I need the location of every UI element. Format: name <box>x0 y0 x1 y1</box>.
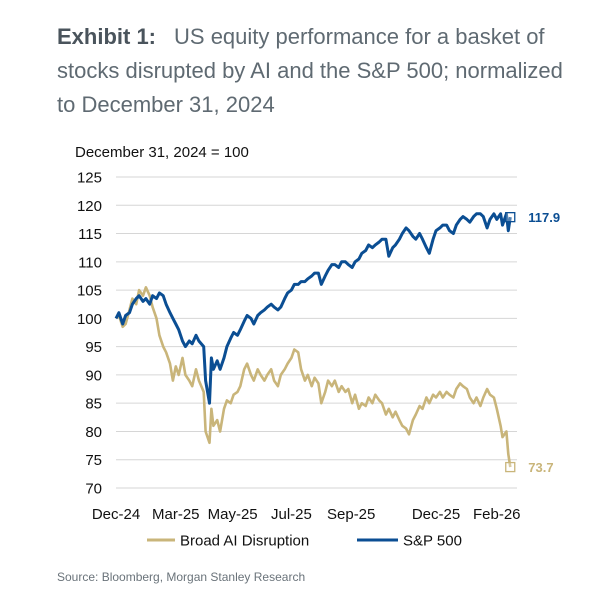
y-tick-label: 105 <box>77 283 102 300</box>
end-marker <box>505 211 516 223</box>
y-tick-label: 80 <box>85 424 102 441</box>
legend-label: Broad AI Disruption <box>180 533 309 550</box>
y-tick-label: 120 <box>77 198 102 215</box>
y-axis-label: December 31, 2024 = 100 <box>75 144 249 161</box>
y-tick-label: 85 <box>85 396 102 413</box>
exhibit-number: Exhibit 1: <box>57 24 157 49</box>
y-tick-label: 90 <box>85 367 102 384</box>
x-tick-label: Sep-25 <box>327 506 375 523</box>
series-line <box>114 212 512 405</box>
legend-label: S&P 500 <box>403 533 462 550</box>
y-tick-label: 110 <box>78 254 102 271</box>
y-tick-label: 125 <box>77 170 102 187</box>
x-tick-label: Dec-24 <box>92 506 140 523</box>
x-tick-label: Jul-25 <box>271 506 312 523</box>
x-tick-label: Dec-25 <box>412 506 460 523</box>
y-tick-label: 75 <box>85 452 102 469</box>
series-line <box>115 286 512 468</box>
x-tick-label: Mar-25 <box>152 506 200 523</box>
y-tick-label: 95 <box>85 339 102 356</box>
source-note: Source: Bloomberg, Morgan Stanley Resear… <box>57 570 306 584</box>
x-tick-label: Feb-26 <box>473 506 521 523</box>
end-marker <box>505 461 516 473</box>
exhibit-title: Exhibit 1: US equity performance for a ba… <box>57 20 577 122</box>
end-value-label: 73.7 <box>528 460 553 475</box>
end-value-label: 117.9 <box>528 210 560 225</box>
y-tick-label: 100 <box>77 311 102 328</box>
y-tick-label: 115 <box>78 226 102 243</box>
exhibit-description: US equity performance for a basket of st… <box>57 24 563 117</box>
x-tick-label: May-25 <box>208 506 258 523</box>
y-tick-label: 70 <box>85 481 102 498</box>
